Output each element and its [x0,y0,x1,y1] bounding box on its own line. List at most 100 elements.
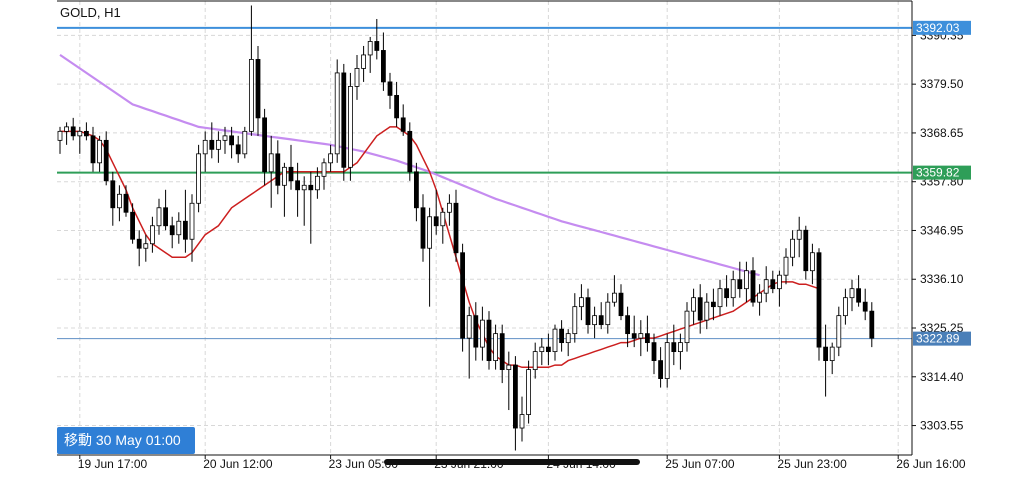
candle-bullish [843,297,848,317]
price-tick-label: 3314.40 [920,370,964,384]
candle-bullish [519,414,525,429]
candle-bearish [387,81,393,96]
candle-bearish [671,342,677,353]
candle-bullish [849,288,855,299]
candle-bullish [565,333,571,344]
candle-bearish [631,333,637,339]
candle-bearish [90,135,96,164]
candle-bullish [334,72,340,155]
time-scroll-handle[interactable] [384,459,640,465]
candle-bearish [862,301,868,312]
time-tick-label: 19 Jun 17:00 [78,457,148,471]
candle-bullish [664,342,670,379]
time-tick-label: 20 Jun 12:00 [203,457,273,471]
candle-bullish [612,292,617,303]
candle-bullish [717,288,723,308]
candle-bullish [526,369,531,415]
candle-bearish [724,288,729,299]
price-tick-label: 3303.55 [920,419,964,433]
current-price-label: 3322.89 [916,332,960,346]
candle-bullish [691,297,696,312]
candle-bearish [499,333,505,370]
goto-date-button[interactable]: 移動 30 May 01:00 [57,427,195,454]
candle-bullish [783,256,789,276]
candle-bullish [810,252,815,272]
candle-bullish [427,216,433,249]
candle-bullish [268,153,274,173]
time-tick-label: 23 Jun 05:00 [329,457,399,471]
candle-bullish [367,41,373,56]
candle-bearish [295,180,301,191]
candle-bullish [57,130,63,141]
candle-bullish [202,139,208,155]
candle-bearish [130,211,136,240]
candle-bearish [394,94,400,119]
candle-bearish [341,72,347,168]
candle-bearish [598,315,604,326]
candle-bullish [361,54,367,69]
candle-bearish [110,180,116,209]
candle-bullish [117,193,122,209]
horizontal-level-label: 3359.82 [916,166,960,180]
price-tick-label: 3336.10 [920,272,964,286]
candle-bearish [255,59,261,119]
candle-bearish [229,135,235,146]
price-tick-label: 3346.95 [920,223,964,237]
candle-bullish [790,238,795,258]
time-tick-label: 25 Jun 07:00 [665,457,735,471]
candle-bullish [97,139,102,164]
candle-bearish [374,41,380,51]
candle-bearish [407,130,413,173]
candle-bearish [823,346,828,362]
candle-bearish [84,130,89,137]
candle-bullish [777,274,782,290]
price-tick-label: 3325.25 [920,321,964,335]
time-tick-label: 25 Jun 23:00 [777,457,847,471]
candle-bullish [757,292,762,303]
candle-bearish [618,292,624,317]
candle-bearish [856,288,861,303]
candle-bullish [678,342,683,353]
candle-bearish [136,238,142,249]
candle-bullish [836,315,842,348]
candle-bullish [328,153,334,164]
price-scale: 3390.353379.503368.653357.803346.953336.… [912,28,964,433]
candle-bearish [169,225,175,236]
candle-bearish [513,364,518,429]
candle-bearish [380,50,386,83]
candle-bearish [433,216,439,227]
candle-bullish [592,315,597,326]
candle-bullish [829,346,835,362]
candle-bearish [697,297,703,321]
candle-bearish [711,301,716,308]
price-tags-layer: 3392.03 3359.82 3322.89 [913,20,971,346]
candles-layer [57,5,875,451]
candle-bullish [572,306,578,335]
candle-bullish [321,162,327,177]
candle-bearish [625,315,630,335]
horizontal-levels-layer [57,26,912,340]
candle-bearish [70,126,76,137]
price-tick-label: 3368.65 [920,126,964,140]
candle-bearish [770,279,776,290]
candle-bearish [420,207,426,249]
candle-bearish [737,279,743,290]
candle-bullish [446,202,452,213]
candle-bearish [869,310,875,339]
candle-bullish [539,346,545,353]
candle-bullish [440,211,446,227]
candle-bullish [77,130,83,137]
candle-bullish [579,297,584,308]
ma-fast-line [60,126,820,369]
candle-bullish [196,153,202,204]
candle-bullish [176,220,182,236]
candle-bearish [559,328,564,344]
candle-bullish [222,135,228,141]
candle-bullish [763,279,769,294]
candle-bullish [466,315,472,339]
candle-bearish [645,333,650,344]
candle-bullish [479,319,485,348]
candle-bullish [301,184,307,191]
